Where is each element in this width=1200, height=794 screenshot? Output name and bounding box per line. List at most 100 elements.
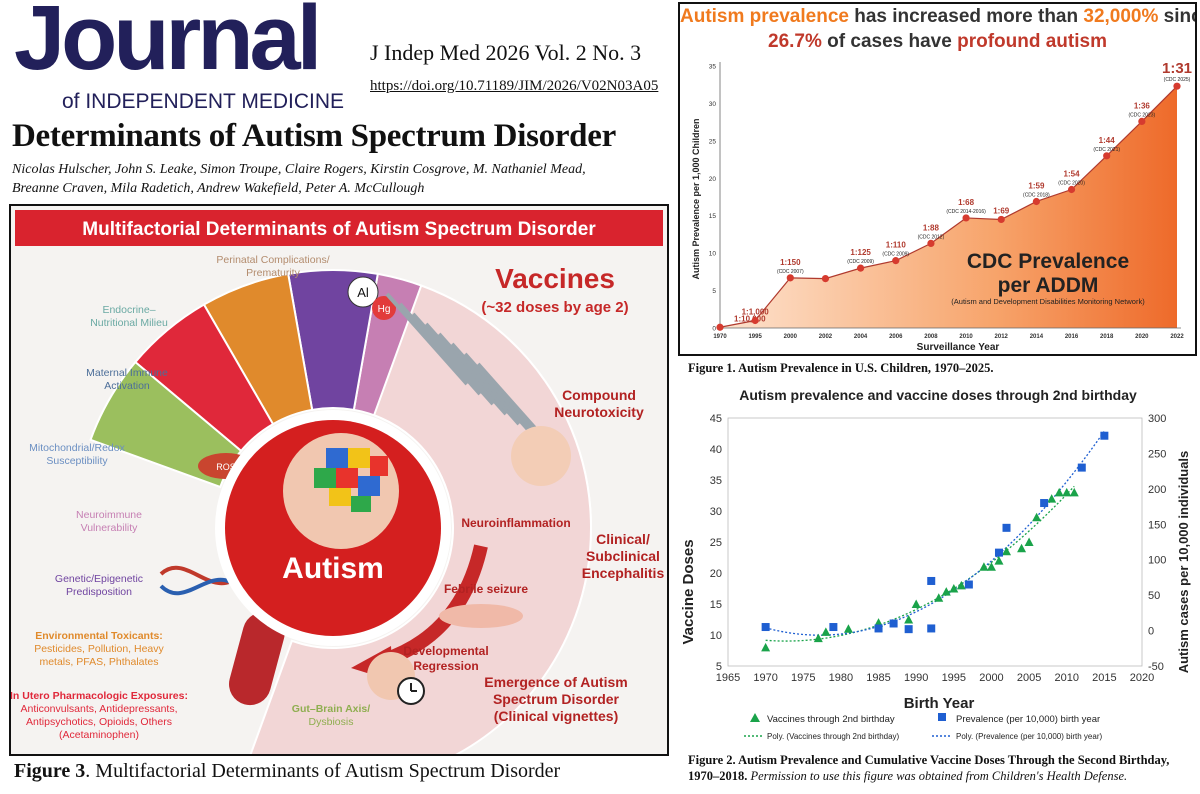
left-tick-label: 45 [710, 413, 722, 425]
point-ratio-label: 1:125 [850, 248, 871, 257]
right-tick-label: 200 [1148, 484, 1166, 496]
prevalence-line [719, 85, 1178, 328]
prevalence-point [1103, 152, 1111, 160]
vaccine-dose-point [1024, 537, 1034, 546]
syringe [385, 292, 469, 386]
x-tick-label: 2006 [889, 334, 903, 340]
x-tick-label: 1965 [716, 672, 740, 684]
overlay-title-1: CDC Prevalence [967, 250, 1129, 273]
prevalence-point [997, 215, 1005, 224]
puzzle-brain-icon [314, 448, 388, 512]
factor-label: Neuroimmune [76, 509, 142, 521]
syringe [450, 342, 534, 436]
overlay-title-2: per ADDM [998, 274, 1099, 297]
x-tick-label: 1970 [753, 672, 777, 684]
left-tick-label: 30 [710, 506, 722, 518]
figure-2-chart: Autism prevalence and vaccine doses thro… [680, 382, 1197, 747]
clinical-label-1: Clinical/ [596, 531, 650, 547]
prevalence-point [761, 623, 770, 632]
vaccine-dose-point [979, 562, 989, 571]
emergence-label-1: Emergence of Autism [484, 674, 627, 690]
doi-link[interactable]: https://doi.org/10.71189/JIM/2026/V02N03… [370, 78, 659, 94]
left-tick-label: 25 [710, 537, 722, 549]
infant-body-icon [439, 604, 523, 628]
point-source-label: (CDC 2014-2016) [946, 209, 986, 215]
syringe [424, 322, 508, 416]
trendline [765, 485, 1075, 642]
compound-label-2: Neurotoxicity [554, 404, 644, 420]
plot-frame [727, 417, 1143, 667]
overlay-subtitle: (Autism and Development Disabilities Mon… [951, 297, 1145, 306]
x-tick-label: 1995 [748, 334, 762, 340]
x-tick-label: 2014 [1030, 334, 1044, 340]
legend-triangle-marker [750, 713, 760, 722]
journal-logo-subtitle: of INDEPENDENT MEDICINE [62, 90, 344, 113]
factor-label: Gut–Brain Axis/ [292, 703, 370, 715]
x-tick-label: 2022 [1170, 334, 1184, 340]
right-tick-label: 100 [1148, 555, 1166, 567]
right-tick-label: 50 [1148, 590, 1160, 602]
vaccine-dose-point [949, 584, 959, 593]
x-tick-label: 1990 [904, 672, 928, 684]
factor-label: In Utero Pharmacologic Exposures: [11, 690, 188, 702]
x-tick-label: 2020 [1135, 334, 1149, 340]
point-source-label: (CDC 2007) [777, 269, 804, 275]
legend-prevalence: Prevalence (per 10,000) birth year [956, 714, 1100, 725]
figure-3-svg: Multifactorial Determinants of Autism Sp… [11, 206, 667, 754]
prevalence-point [716, 323, 724, 331]
prevalence-point [904, 625, 913, 634]
point-ratio-label: 1:54 [1064, 170, 1081, 179]
legend-square-marker [938, 713, 946, 721]
prevalence-point [1040, 499, 1049, 508]
factor-label: metals, PFAS, Phthalates [39, 656, 158, 668]
vaccine-dose-point [941, 587, 951, 596]
headline-phrase: of cases have [821, 31, 958, 52]
mercury-label: Hg [378, 304, 391, 315]
aluminum-icon [347, 276, 379, 308]
point-source-label: (CDC 2020) [1058, 181, 1085, 187]
figure-3-infographic: Multifactorial Determinants of Autism Sp… [9, 204, 669, 756]
prevalence-point [1138, 117, 1146, 125]
figure-1-headline-line-2: 26.7% of cases have profound autism [680, 31, 1195, 53]
y-tick-label: 35 [709, 64, 717, 71]
x-tick-label: 2012 [995, 334, 1009, 340]
vaccine-dose-point [934, 593, 944, 602]
aluminum-label: Al [357, 285, 369, 300]
vaccine-dose-point [813, 633, 823, 643]
x-tick-label: 2008 [924, 334, 938, 340]
pill-icon [229, 611, 285, 706]
paper-title: Determinants of Autism Spectrum Disorder [12, 118, 616, 154]
regression-label-1: Developmental [403, 644, 488, 658]
syringe [411, 312, 495, 406]
syringe [437, 332, 521, 426]
point-ratio-label: 1:88 [923, 223, 940, 232]
factor-label: Vulnerability [81, 522, 139, 534]
prevalence-point [1067, 185, 1076, 194]
figure-2-left-axis-label: Vaccine Doses [680, 539, 697, 644]
factor-label: Antipsychotics, Opioids, Others [26, 716, 172, 728]
right-tick-label: 300 [1148, 413, 1166, 425]
point-ratio-label: 1:59 [1028, 181, 1045, 190]
figure-1-x-axis-label: Surveillance Year [917, 342, 1000, 353]
mercury-icon [372, 296, 396, 320]
vaccine-dose-point [761, 642, 771, 652]
factor-label: Dysbiosis [309, 716, 354, 728]
figure-1-plot-area: 0 5 10 15 20 25 30 35 1970 1995 2000 2002 2004 2006 20… [709, 60, 1192, 340]
prevalence-point [1077, 463, 1086, 472]
x-tick-label: 2000 [784, 334, 798, 340]
ros-label: ROS [216, 462, 236, 472]
y-tick-label: 30 [709, 101, 717, 108]
point-ratio-label: 1:110 [886, 241, 907, 250]
vaccine-dose-point [1002, 546, 1012, 556]
journal-logo-word: Journal [14, 0, 322, 89]
vaccine-dose-point [821, 627, 831, 636]
vaccine-dose-point [1017, 543, 1027, 553]
left-tick-label: 5 [716, 661, 722, 673]
y-tick-label: 15 [709, 213, 717, 220]
y-tick-label: 0 [712, 326, 716, 333]
journal-logo: Journal of INDEPENDENT MEDICINE [14, 0, 359, 114]
headline-phrase: Autism prevalence [680, 6, 849, 27]
point-ratio-label: 1:36 [1134, 101, 1151, 110]
left-tick-label: 20 [710, 568, 722, 580]
factor-label: Nutritional Milieu [90, 317, 168, 329]
